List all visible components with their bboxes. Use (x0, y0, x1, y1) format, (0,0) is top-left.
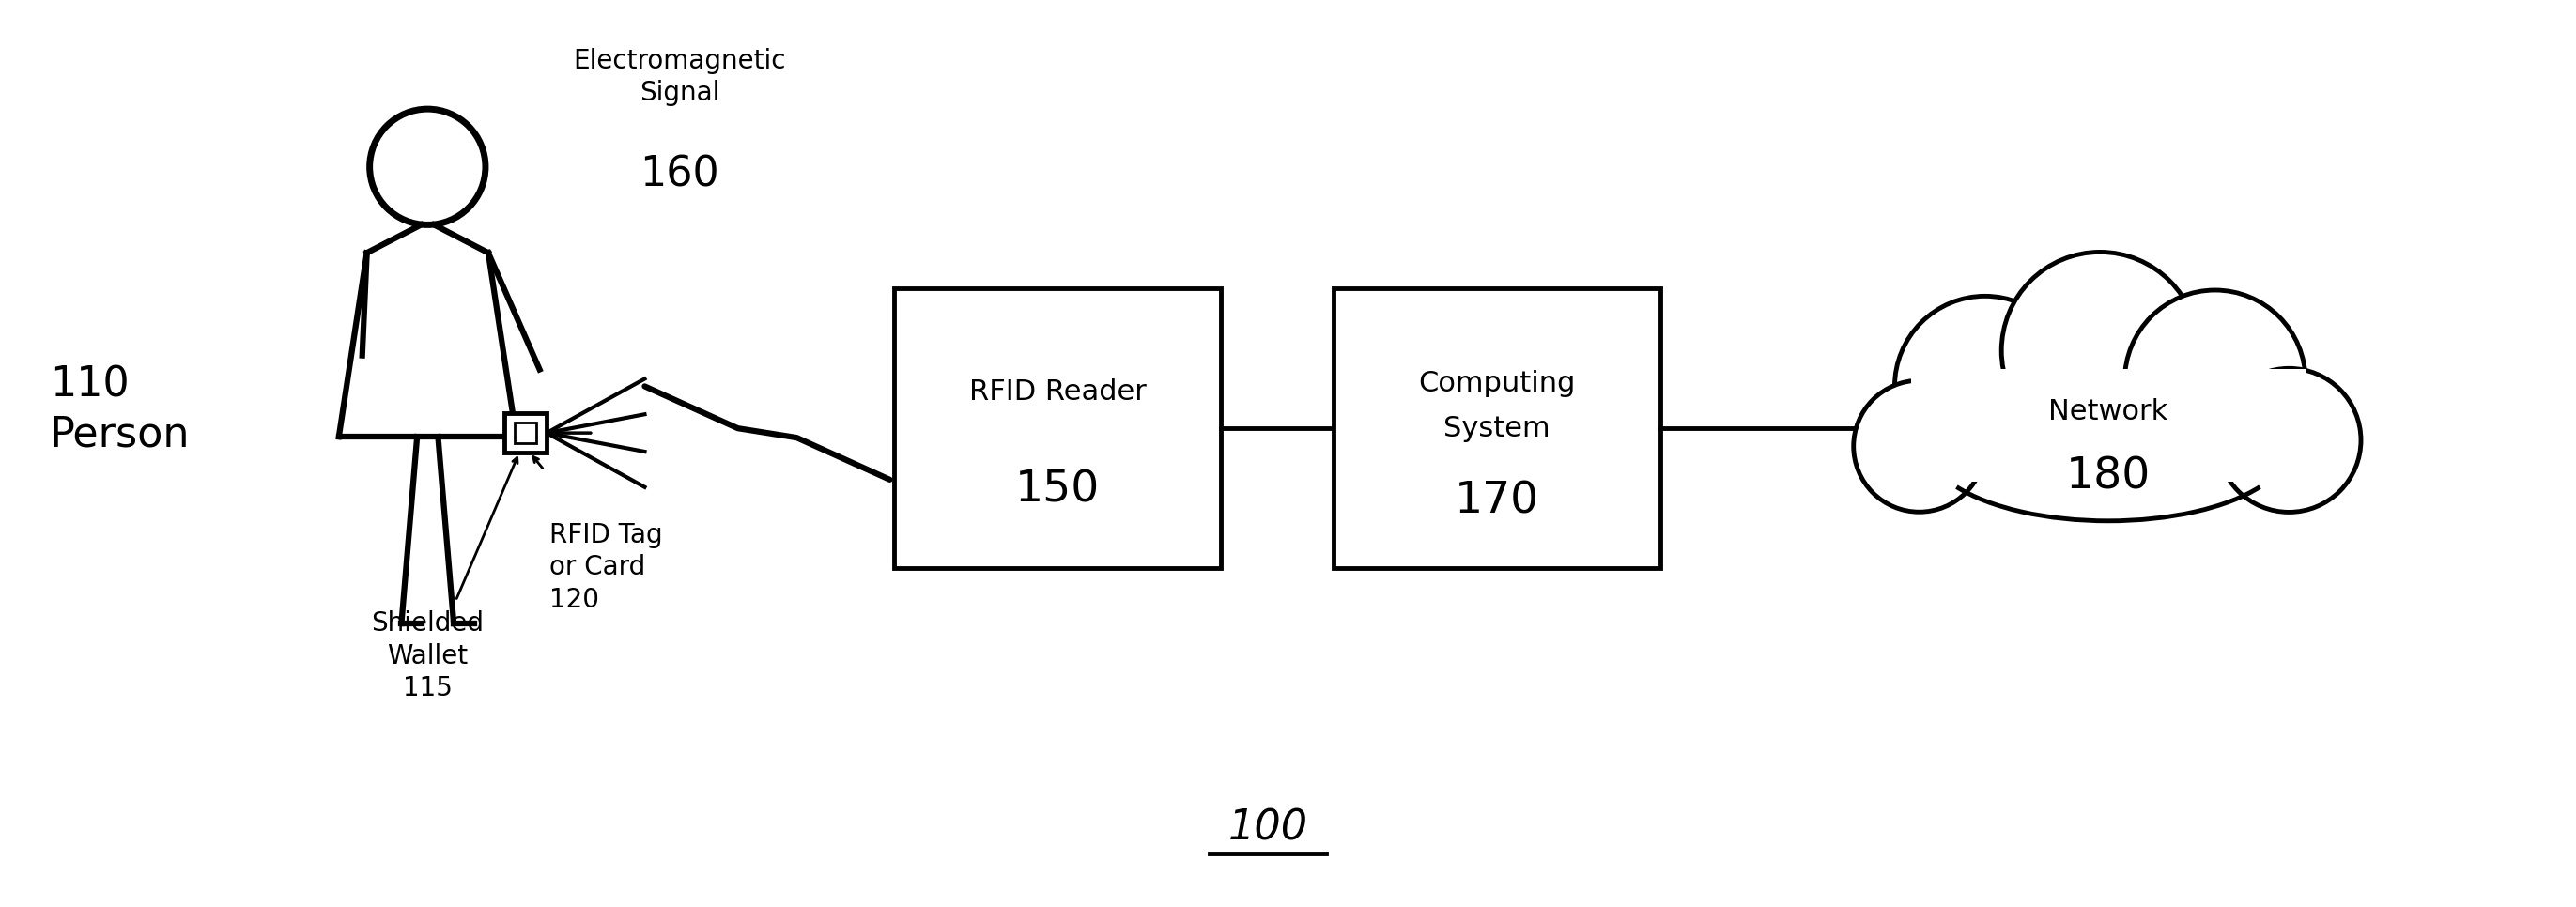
Text: 170: 170 (1455, 480, 1538, 522)
Text: System: System (1443, 414, 1551, 442)
Circle shape (371, 109, 484, 225)
Text: 180: 180 (2066, 455, 2151, 498)
Text: Computing: Computing (1419, 370, 1577, 397)
Bar (1911, 368, 2306, 482)
Text: 160: 160 (639, 155, 719, 195)
Circle shape (1893, 296, 2076, 477)
Bar (505, 414, 546, 453)
Text: Network: Network (2048, 398, 2169, 425)
Text: 100: 100 (1229, 808, 1309, 848)
Bar (515, 423, 536, 444)
Circle shape (1855, 381, 1986, 512)
Polygon shape (340, 225, 515, 436)
Bar (1334, 288, 1659, 569)
Text: RFID Reader: RFID Reader (969, 378, 1146, 405)
Bar (894, 288, 1221, 569)
Circle shape (2125, 290, 2306, 471)
Text: Electromagnetic
Signal: Electromagnetic Signal (574, 47, 786, 106)
Text: 110
Person: 110 Person (49, 365, 191, 454)
Ellipse shape (1927, 375, 2290, 530)
Circle shape (2002, 252, 2200, 449)
Text: RFID Tag
or Card
120: RFID Tag or Card 120 (549, 522, 662, 613)
Circle shape (2218, 368, 2362, 512)
Text: Shielded
Wallet
115: Shielded Wallet 115 (371, 610, 484, 702)
Text: 150: 150 (1015, 469, 1100, 511)
